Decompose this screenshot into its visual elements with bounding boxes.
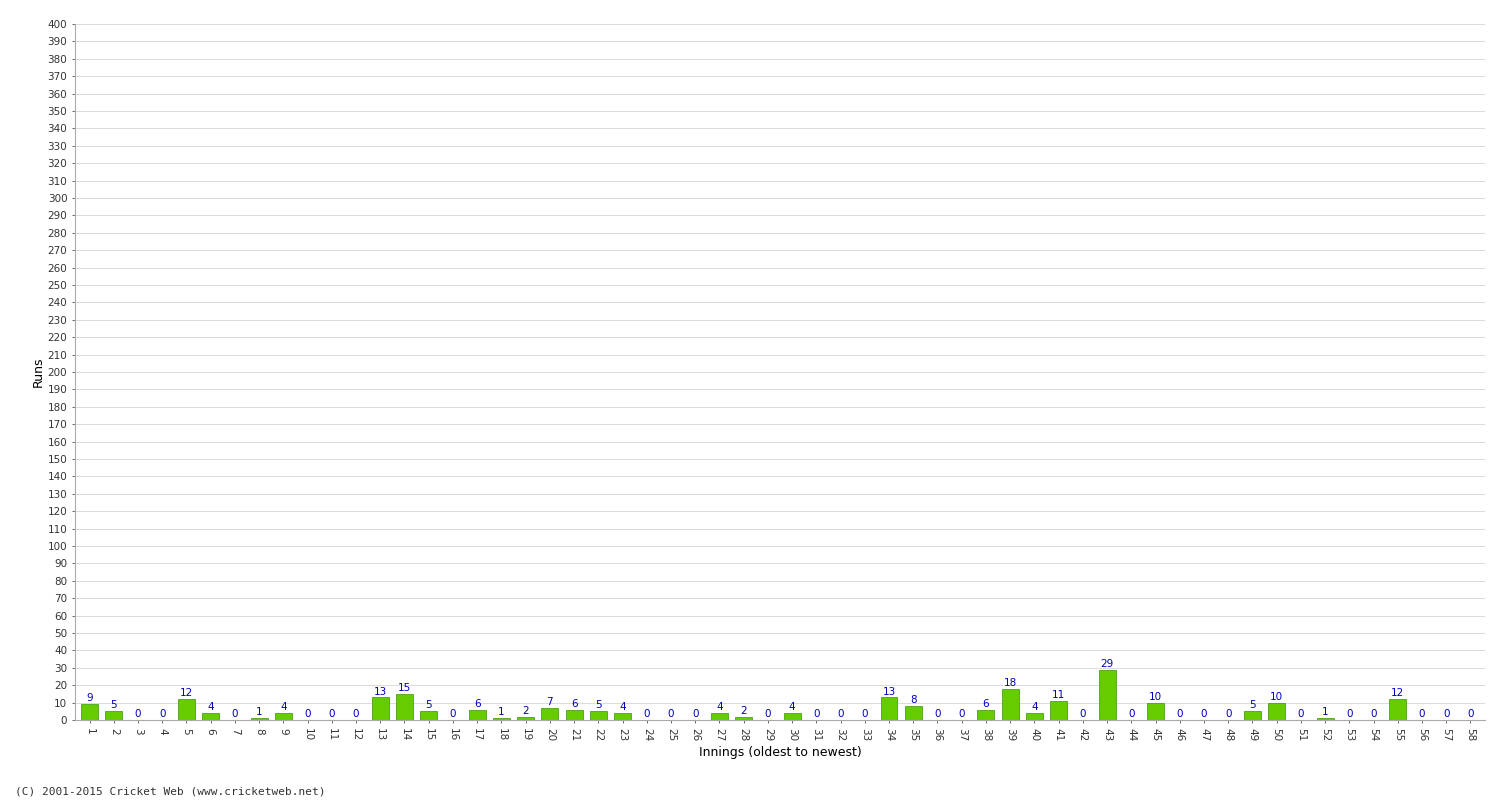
Bar (542, 708, 558, 720)
Bar (274, 713, 292, 720)
Text: 4: 4 (1030, 702, 1038, 712)
Text: 0: 0 (668, 709, 674, 719)
Text: 10: 10 (1270, 692, 1282, 702)
Text: 8: 8 (910, 695, 916, 706)
X-axis label: Innings (oldest to newest): Innings (oldest to newest) (699, 746, 861, 759)
Text: 2: 2 (522, 706, 530, 716)
Text: 5: 5 (111, 701, 117, 710)
Text: 0: 0 (1298, 709, 1304, 719)
Bar (1317, 718, 1334, 720)
Bar (1389, 699, 1407, 720)
Text: 15: 15 (398, 683, 411, 693)
Text: 4: 4 (280, 702, 286, 712)
Text: 0: 0 (1200, 709, 1208, 719)
Bar (711, 713, 728, 720)
Bar (880, 698, 897, 720)
Bar (590, 711, 608, 720)
Text: 1: 1 (256, 707, 262, 718)
Text: 6: 6 (474, 698, 480, 709)
Bar (1002, 689, 1019, 720)
Bar (468, 710, 486, 720)
Text: 4: 4 (789, 702, 795, 712)
Text: 0: 0 (1128, 709, 1134, 719)
Bar (783, 713, 801, 720)
Text: 0: 0 (1080, 709, 1086, 719)
Text: 4: 4 (716, 702, 723, 712)
Text: 0: 0 (837, 709, 844, 719)
Bar (1098, 670, 1116, 720)
Bar (978, 710, 994, 720)
Text: 1: 1 (498, 707, 504, 718)
Text: 4: 4 (207, 702, 214, 712)
Bar (372, 698, 388, 720)
Text: 13: 13 (882, 686, 896, 697)
Text: 0: 0 (1346, 709, 1353, 719)
Text: 0: 0 (1419, 709, 1425, 719)
Text: 0: 0 (1371, 709, 1377, 719)
Text: 29: 29 (1101, 658, 1113, 669)
Text: 5: 5 (426, 701, 432, 710)
Bar (904, 706, 921, 720)
Text: 0: 0 (644, 709, 650, 719)
Bar (202, 713, 219, 720)
Bar (518, 717, 534, 720)
Text: 12: 12 (180, 688, 194, 698)
Bar (251, 718, 267, 720)
Text: 0: 0 (958, 709, 964, 719)
Y-axis label: Runs: Runs (32, 357, 45, 387)
Text: 0: 0 (1176, 709, 1184, 719)
Text: 9: 9 (86, 694, 93, 703)
Bar (1026, 713, 1042, 720)
Bar (614, 713, 632, 720)
Text: 4: 4 (620, 702, 626, 712)
Text: 0: 0 (304, 709, 310, 719)
Bar (1268, 702, 1286, 720)
Bar (494, 718, 510, 720)
Text: 5: 5 (596, 701, 602, 710)
Text: 18: 18 (1004, 678, 1017, 688)
Bar (396, 694, 412, 720)
Text: 0: 0 (450, 709, 456, 719)
Text: 5: 5 (1250, 701, 1256, 710)
Text: 12: 12 (1390, 688, 1404, 698)
Text: 0: 0 (934, 709, 940, 719)
Bar (105, 711, 122, 720)
Text: 0: 0 (1226, 709, 1232, 719)
Text: 0: 0 (352, 709, 360, 719)
Text: 1: 1 (1322, 707, 1329, 718)
Text: (C) 2001-2015 Cricket Web (www.cricketweb.net): (C) 2001-2015 Cricket Web (www.cricketwe… (15, 786, 326, 796)
Text: 0: 0 (135, 709, 141, 719)
Text: 0: 0 (231, 709, 238, 719)
Text: 0: 0 (861, 709, 868, 719)
Text: 0: 0 (328, 709, 334, 719)
Bar (1244, 711, 1262, 720)
Text: 2: 2 (741, 706, 747, 716)
Bar (420, 711, 436, 720)
Text: 10: 10 (1149, 692, 1162, 702)
Bar (735, 717, 752, 720)
Text: 11: 11 (1052, 690, 1065, 700)
Bar (178, 699, 195, 720)
Bar (1148, 702, 1164, 720)
Text: 0: 0 (813, 709, 819, 719)
Text: 0: 0 (159, 709, 165, 719)
Text: 13: 13 (374, 686, 387, 697)
Text: 0: 0 (1443, 709, 1449, 719)
Text: 6: 6 (982, 698, 988, 709)
Text: 0: 0 (765, 709, 771, 719)
Bar (1050, 701, 1066, 720)
Text: 0: 0 (1467, 709, 1473, 719)
Text: 0: 0 (692, 709, 699, 719)
Bar (81, 704, 98, 720)
Text: 7: 7 (546, 697, 554, 707)
Text: 6: 6 (572, 698, 578, 709)
Bar (566, 710, 582, 720)
